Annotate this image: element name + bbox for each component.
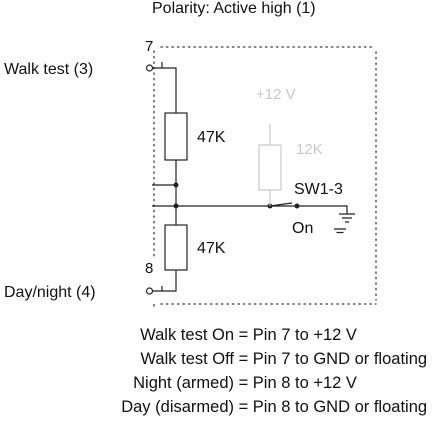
supply-12v-label: +12 V [256, 86, 296, 103]
resistor-47k-top [164, 112, 188, 161]
resistor-47k-bottom-label: 47K [197, 240, 226, 257]
switch-state-label: On [292, 220, 313, 237]
day-night-terminal [145, 287, 154, 295]
module-boundary [153, 46, 377, 307]
pin-8-label: 8 [145, 260, 153, 277]
resistor-12k-label: 12K [296, 141, 323, 158]
wiring [152, 62, 355, 292]
walk-test-label: Walk test (3) [4, 61, 93, 78]
note-day-disarmed: Day (disarmed) = Pin 8 to GND or floatin… [121, 398, 427, 416]
walk-test-terminal [145, 64, 154, 72]
switch-label: SW1-3 [294, 181, 343, 198]
note-walk-test-off: Walk test Off = Pin 7 to GND or floating [140, 350, 427, 368]
junction-node-1 [173, 182, 179, 188]
junction-node-2 [173, 203, 179, 209]
pullup-branch [258, 124, 282, 206]
resistor-47k-top-label: 47K [197, 129, 226, 146]
resistor-12k [258, 144, 282, 191]
switch-contact-right [294, 203, 300, 209]
day-night-label: Day/night (4) [4, 284, 96, 301]
note-walk-test-on: Walk test On = Pin 7 to +12 V [140, 326, 357, 344]
polarity-title: Polarity: Active high (1) [152, 0, 316, 17]
pin-7-label: 7 [145, 38, 153, 55]
resistor-47k-bottom [164, 224, 188, 271]
note-night-armed: Night (armed) = Pin 8 to +12 V [133, 374, 357, 392]
